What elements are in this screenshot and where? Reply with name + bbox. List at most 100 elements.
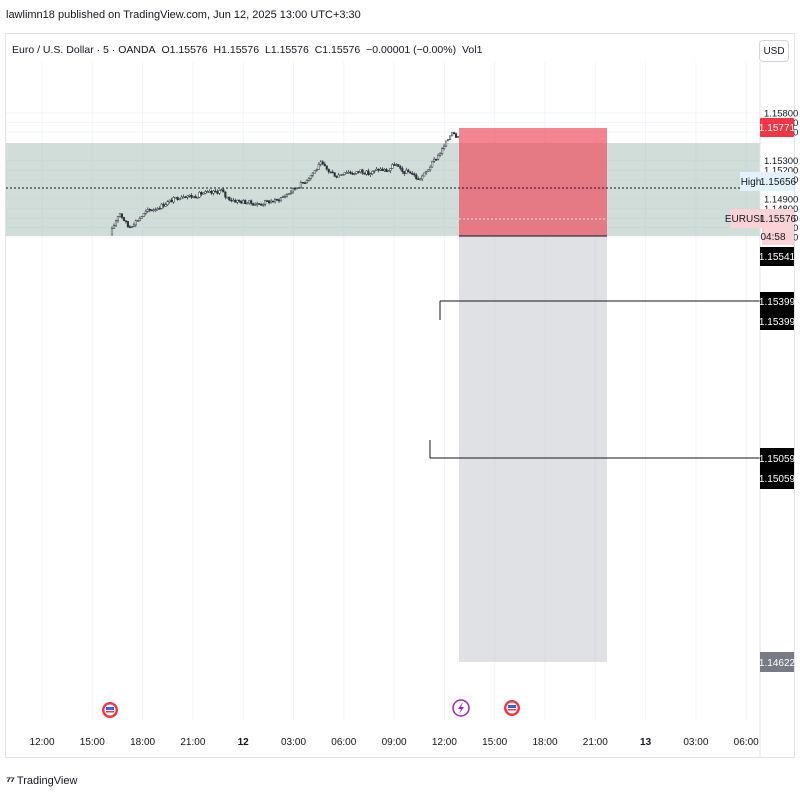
legend-low: L1.15576 — [264, 44, 309, 56]
candle-body — [437, 154, 440, 160]
candle-body — [176, 196, 179, 200]
stop-badge-text: 1.15771 — [759, 123, 796, 134]
candle-body — [146, 209, 149, 212]
candle-body — [345, 172, 348, 174]
candle-body — [196, 196, 199, 199]
candle-body — [393, 164, 396, 166]
candle-body — [140, 216, 143, 219]
legend-symbol[interactable]: Euro / U.S. Dollar · 5 · OANDA — [12, 44, 156, 56]
high-label: High — [740, 172, 762, 191]
candle-body — [216, 191, 219, 194]
candle-body — [285, 193, 289, 197]
tradingview-logo-icon: ⁷⁷ — [6, 774, 15, 788]
candle-body — [435, 158, 438, 161]
candle-body — [421, 175, 424, 180]
candle-body — [379, 168, 382, 171]
candle-body — [439, 153, 442, 156]
candle-body — [295, 187, 298, 190]
candle-body — [433, 158, 436, 162]
candle-body — [112, 225, 116, 229]
level-b-text-1: 1.15059 — [759, 454, 796, 465]
candle-body — [126, 221, 129, 227]
candle-body — [341, 174, 344, 176]
candle-body — [279, 197, 283, 202]
candle-body — [128, 226, 131, 228]
legend-open: O1.15576 — [161, 44, 208, 56]
candle-body — [114, 220, 118, 226]
candle-body — [242, 200, 245, 204]
candle-body — [397, 164, 400, 167]
candle-body — [110, 228, 114, 236]
candle-body — [327, 168, 330, 172]
candle-body — [329, 171, 332, 173]
candle-body — [299, 182, 302, 188]
us-event-icon-2[interactable] — [504, 700, 520, 716]
candle-body — [270, 200, 273, 204]
candlesticks — [110, 131, 460, 236]
candle-body — [403, 171, 406, 174]
candle-body — [450, 132, 454, 137]
y-tick-label: 1.15300 — [764, 156, 798, 167]
candle-body — [419, 178, 422, 181]
candle-body — [226, 196, 229, 199]
candle-body — [124, 220, 127, 222]
candle-body — [132, 224, 135, 227]
candle-body — [407, 169, 410, 173]
candle-body — [441, 148, 444, 155]
tradingview-brand: TradingView — [16, 775, 78, 787]
candle-body — [456, 136, 460, 138]
candle-body — [238, 199, 241, 202]
candle-body — [186, 195, 189, 198]
x-tick-label: 15:00 — [80, 737, 105, 748]
candle-body — [395, 164, 398, 166]
candle-body — [256, 203, 259, 205]
x-tick-label: 12:00 — [29, 737, 54, 748]
candle-body — [347, 171, 350, 174]
last-price-text: 1.15576 — [760, 214, 797, 225]
target-box[interactable] — [459, 236, 607, 662]
candle-body — [349, 171, 352, 174]
candle-body — [443, 145, 446, 149]
candle-body — [283, 195, 287, 198]
candle-body — [136, 220, 139, 222]
candle-body — [303, 182, 306, 184]
candle-body — [210, 191, 213, 194]
candle-body — [248, 200, 251, 204]
supply-zone[interactable] — [6, 143, 760, 236]
x-tick-label: 12:00 — [432, 737, 457, 748]
high-badge-text: 1.15656 — [760, 177, 797, 188]
candle-body — [182, 196, 185, 199]
candle-body — [170, 199, 173, 203]
time-axis[interactable]: 12:00 15:00 18:00 21:00 12 03:00 06:00 09:00 12:… — [29, 737, 759, 748]
us-event-icon[interactable] — [102, 702, 118, 718]
candle-body — [429, 166, 432, 171]
candle-body — [387, 170, 390, 173]
candle-body — [206, 191, 209, 193]
symbol-label-text: EURUSD — [725, 214, 767, 225]
candle-body — [246, 202, 249, 205]
lightning-event-icon[interactable] — [452, 699, 470, 717]
stop-box[interactable] — [459, 128, 607, 236]
candle-body — [208, 191, 211, 193]
candle-body — [365, 170, 368, 175]
candle-body — [160, 203, 163, 209]
high-label-text: High — [741, 177, 762, 188]
candle-body — [260, 203, 263, 206]
high-badge: 1.15656 — [760, 172, 797, 191]
candle-body — [454, 133, 458, 138]
candle-body — [355, 171, 358, 174]
candle-body — [287, 193, 291, 195]
candle-body — [411, 173, 414, 175]
candle-body — [188, 194, 191, 197]
legend-high: H1.15576 — [213, 44, 260, 56]
level-a-text-1: 1.15399 — [759, 297, 796, 308]
candle-body — [198, 192, 201, 198]
candle-body — [202, 192, 205, 195]
target-badge-text: 1.14622 — [759, 658, 796, 669]
candle-body — [190, 194, 193, 198]
tradingview-logo[interactable]: ⁷⁷ TradingView — [6, 774, 77, 788]
candle-body — [357, 171, 360, 173]
symbol-label: EURUSD — [725, 209, 767, 228]
currency-button[interactable]: USD — [759, 40, 789, 62]
